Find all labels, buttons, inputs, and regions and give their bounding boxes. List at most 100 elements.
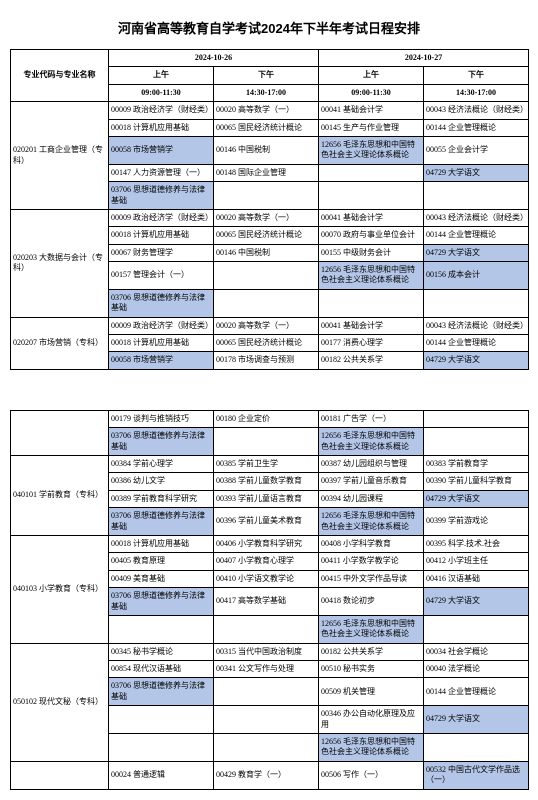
course-cell [214, 182, 319, 210]
course-cell: 00009 政治经济学（财经类） [109, 209, 214, 226]
course-cell: 00410 小学语文教学论 [214, 570, 319, 587]
time1-header: 09:00-11:30 [319, 84, 424, 101]
page-title: 河南省高等教育自学考试2024年下半年考试日程安排 [10, 18, 528, 37]
course-cell: 00020 高等数学（一） [214, 317, 319, 334]
course-cell: 00065 国民经济统计概论 [214, 335, 319, 352]
course-cell: 00024 普通逻辑 [109, 761, 214, 789]
schedule-table-1: 专业代码与专业名称 2024-10-26 2024-10-27 上午 下午 上午… [10, 49, 529, 370]
time1-header: 09:00-11:30 [109, 84, 214, 101]
course-cell: 00146 中国税制 [214, 244, 319, 261]
course-cell: 00406 小学教育科学研究 [214, 535, 319, 552]
col-major-header: 专业代码与专业名称 [11, 50, 109, 102]
course-cell: 00043 经济法概论（财经类） [424, 102, 529, 119]
table-row: 020201 工商企业管理（专科）00009 政治经济学（财经类）00020 高… [11, 102, 529, 119]
course-cell [214, 615, 319, 643]
course-cell: 04729 大学语文 [424, 588, 529, 616]
major-cell: 020207 市场营销（专科） [11, 317, 109, 369]
course-cell: 00179 谈判与推销技巧 [109, 410, 214, 427]
time2-header: 14:30-17:00 [424, 84, 529, 101]
course-cell: 00388 学前儿童数学教育 [214, 473, 319, 490]
course-cell: 12656 毛泽东思想和中国特色社会主义理论体系概论 [319, 734, 424, 762]
course-cell: 00509 机关管理 [319, 678, 424, 706]
course-cell: 00148 国际企业管理 [214, 164, 319, 181]
course-cell: 00065 国民经济统计概论 [214, 119, 319, 136]
course-cell: 12656 毛泽东思想和中国特色社会主义理论体系概论 [319, 508, 424, 536]
course-cell: 04729 大学语文 [424, 164, 529, 181]
course-cell: 12656 毛泽东思想和中国特色社会主义理论体系概论 [319, 428, 424, 456]
course-cell [214, 734, 319, 762]
course-cell: 00040 法学概论 [424, 661, 529, 678]
course-cell: 03706 思想道德修养与法律基础 [109, 289, 214, 317]
table-row: 020203 大数据与会计（专科）00009 政治经济学（财经类）00020 高… [11, 209, 529, 226]
course-cell: 00429 教育学（一） [214, 761, 319, 789]
course-cell [214, 262, 319, 290]
course-cell: 04729 大学语文 [424, 352, 529, 369]
course-cell: 03706 思想道德修养与法律基础 [109, 182, 214, 210]
course-cell: 00144 企业管理概论 [424, 678, 529, 706]
course-cell [424, 182, 529, 210]
course-cell: 00390 学前儿童科学教育 [424, 473, 529, 490]
schedule-table-2: 00179 谈判与推销技巧00180 企业定价00181 广告学（一）03706… [10, 410, 529, 790]
course-cell: 12656 毛泽东思想和中国特色社会主义理论体系概论 [319, 262, 424, 290]
course-cell: 00386 幼儿文学 [109, 473, 214, 490]
course-cell: 00412 小学班主任 [424, 553, 529, 570]
course-cell: 00055 企业会计学 [424, 136, 529, 164]
course-cell: 00043 经济法概论（财经类） [424, 209, 529, 226]
course-cell: 00416 汉语基础 [424, 570, 529, 587]
course-cell: 00411 小学数学教学论 [319, 553, 424, 570]
table-row: 00024 普通逻辑00429 教育学（一）00506 写作（一）00532 中… [11, 761, 529, 789]
course-cell: 00034 社会学概论 [424, 643, 529, 660]
course-cell: 00146 中国税制 [214, 136, 319, 164]
course-cell: 00418 数论初步 [319, 588, 424, 616]
course-cell: 00394 幼儿园课程 [319, 490, 424, 507]
major-cell: 020203 大数据与会计（专科） [11, 209, 109, 317]
course-cell: 04729 大学语文 [424, 244, 529, 261]
course-cell [319, 289, 424, 317]
course-cell: 04729 大学语文 [424, 490, 529, 507]
course-cell: 00156 成本会计 [424, 262, 529, 290]
course-cell: 00399 学前游戏论 [424, 508, 529, 536]
course-cell: 00854 现代汉语基础 [109, 661, 214, 678]
course-cell: 03706 思想道德修养与法律基础 [109, 588, 214, 616]
date2-header: 2024-10-27 [319, 50, 529, 67]
course-cell: 00009 政治经济学（财经类） [109, 317, 214, 334]
course-cell [424, 410, 529, 427]
course-cell: 00018 计算机应用基础 [109, 227, 214, 244]
course-cell [319, 164, 424, 181]
major-cell [11, 761, 109, 789]
course-cell: 12656 毛泽东思想和中国特色社会主义理论体系概论 [319, 615, 424, 643]
course-cell [319, 182, 424, 210]
page-gap [10, 370, 528, 410]
course-cell: 00506 写作（一） [319, 761, 424, 789]
table-row: 050102 现代文秘（专科）00345 秘书学概论00315 当代中国政治制度… [11, 643, 529, 660]
course-cell: 00389 学前教育科学研究 [109, 490, 214, 507]
course-cell [424, 734, 529, 762]
course-cell: 00155 中级财务会计 [319, 244, 424, 261]
table-row: 040101 学前教育（专科）00384 学前心理学00385 学前卫生学003… [11, 455, 529, 472]
time2-header: 14:30-17:00 [214, 84, 319, 101]
course-cell: 00145 生产与作业管理 [319, 119, 424, 136]
course-cell: 00058 市场营销学 [109, 136, 214, 164]
course-cell: 00384 学前心理学 [109, 455, 214, 472]
course-cell: 00532 中国古代文学作品选（一） [424, 761, 529, 789]
course-cell: 00041 基础会计学 [319, 102, 424, 119]
course-cell: 00178 市场调查与预测 [214, 352, 319, 369]
course-cell: 00041 基础会计学 [319, 209, 424, 226]
course-cell: 00408 小学科学教育 [319, 535, 424, 552]
course-cell [214, 678, 319, 706]
course-cell: 00383 学前教育学 [424, 455, 529, 472]
course-cell: 00020 高等数学（一） [214, 209, 319, 226]
major-cell: 050102 现代文秘（专科） [11, 643, 109, 761]
course-cell: 03706 思想道德修养与法律基础 [109, 508, 214, 536]
course-cell: 00041 基础会计学 [319, 317, 424, 334]
course-cell: 00409 美育基础 [109, 570, 214, 587]
course-cell [214, 706, 319, 734]
table-row: 040103 小学教育（专科）00018 计算机应用基础00406 小学教育科学… [11, 535, 529, 552]
course-cell [109, 615, 214, 643]
major-cell [11, 410, 109, 455]
course-cell: 00065 国民经济统计概论 [214, 227, 319, 244]
course-cell: 00043 经济法概论（财经类） [424, 317, 529, 334]
course-cell: 00181 广告学（一） [319, 410, 424, 427]
course-cell: 00417 高等数学基础 [214, 588, 319, 616]
course-cell: 00397 学前儿童音乐教育 [319, 473, 424, 490]
